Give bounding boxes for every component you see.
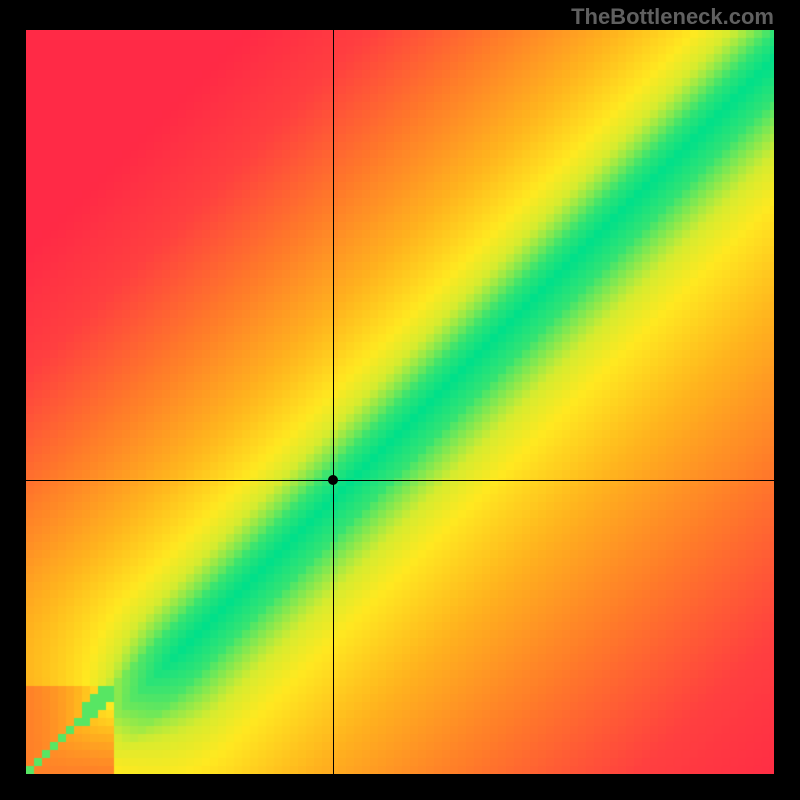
heatmap-canvas — [26, 30, 774, 774]
crosshair-horizontal — [26, 480, 774, 481]
marker-dot — [328, 475, 338, 485]
crosshair-vertical — [333, 30, 334, 774]
bottleneck-heatmap-chart: TheBottleneck.com — [0, 0, 800, 800]
watermark-text: TheBottleneck.com — [571, 4, 774, 30]
